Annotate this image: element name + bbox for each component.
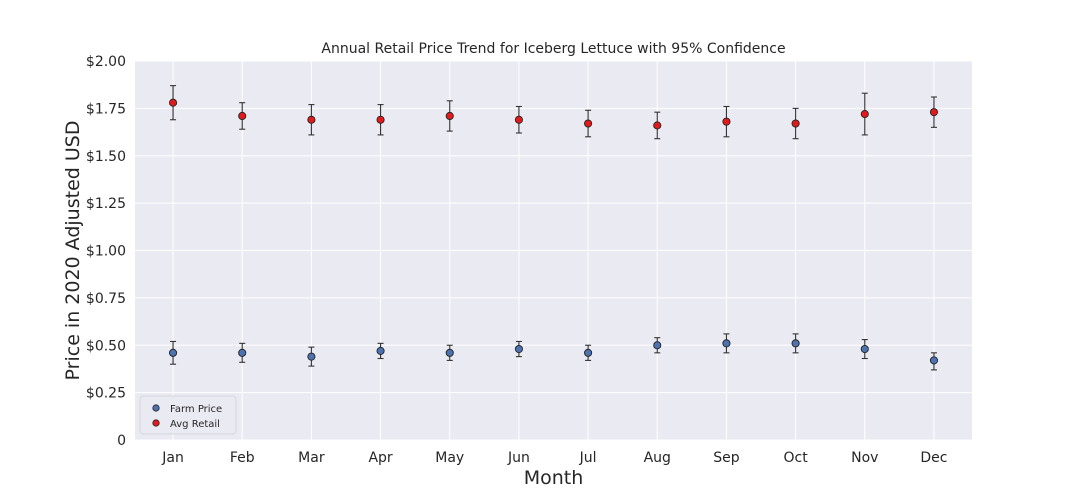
- x-tick-label: Mar: [298, 450, 325, 466]
- x-tick-label: Jun: [507, 450, 530, 466]
- data-point: [376, 346, 385, 355]
- x-tick-label: Dec: [920, 450, 947, 466]
- data-point: [168, 98, 178, 107]
- chart-title: Annual Retail Price Trend for Iceberg Le…: [321, 41, 785, 57]
- x-tick-label: Jul: [579, 450, 597, 466]
- data-point: [584, 119, 593, 128]
- x-tick-label: Sep: [713, 450, 740, 466]
- data-point: [307, 115, 316, 124]
- y-axis-ticks: 0 $0.25 $0.50 $0.75 $1.00 $1.25 $1.50 $1.75 $2.0…: [86, 54, 126, 449]
- data-point: [791, 339, 800, 348]
- x-tick-label: May: [435, 450, 464, 466]
- data-point: [929, 356, 939, 365]
- data-point: [445, 348, 454, 357]
- y-tick-label: $2.00: [86, 54, 126, 70]
- series-farm-price: [168, 333, 939, 371]
- data-point: [653, 121, 662, 130]
- y-tick-label: $1.25: [86, 196, 126, 212]
- data-point: [307, 352, 316, 361]
- x-axis-label: Month: [524, 467, 584, 489]
- data-point: [722, 339, 731, 348]
- legend: Farm Price Avg Retail: [139, 395, 237, 435]
- data-point: [445, 111, 454, 121]
- data-point: [791, 119, 800, 128]
- data-point: [514, 344, 523, 354]
- data-point: [584, 348, 593, 357]
- x-axis-ticks: Jan Feb Mar Apr May Jun Jul Aug Sep Oct Nov Dec: [161, 450, 947, 466]
- data-point: [376, 115, 385, 124]
- series-avg-retail: [168, 85, 939, 140]
- y-tick-label: $1.50: [86, 149, 126, 165]
- x-tick-label: Nov: [851, 450, 878, 466]
- data-point: [860, 344, 869, 354]
- x-tick-label: Apr: [368, 450, 392, 466]
- data-point: [514, 115, 523, 124]
- data-point: [238, 348, 247, 357]
- legend-label: Farm Price: [170, 404, 222, 415]
- data-point: [168, 348, 178, 357]
- data-series: [168, 85, 939, 371]
- legend-marker: [152, 404, 160, 412]
- legend-marker: [152, 419, 160, 427]
- grid-lines: [135, 60, 972, 441]
- y-tick-label: $1.75: [86, 101, 126, 117]
- y-tick-label: $0.50: [86, 338, 126, 354]
- legend-box: [139, 395, 237, 435]
- x-tick-label: Aug: [644, 450, 671, 466]
- y-tick-label: $0.75: [86, 291, 126, 307]
- x-tick-label: Feb: [230, 450, 255, 466]
- data-point: [929, 108, 939, 117]
- y-axis-label: Price in 2020 Adjusted USD: [62, 121, 84, 381]
- y-tick-label: $0.25: [86, 386, 126, 402]
- x-tick-label: Jan: [161, 450, 184, 466]
- data-point: [860, 110, 869, 119]
- x-tick-label: Oct: [783, 450, 808, 466]
- y-tick-label: 0: [117, 433, 126, 449]
- legend-label: Avg Retail: [170, 419, 220, 430]
- data-point: [653, 341, 662, 350]
- y-tick-label: $1.00: [86, 244, 126, 260]
- data-point: [722, 117, 731, 126]
- data-point: [238, 111, 247, 121]
